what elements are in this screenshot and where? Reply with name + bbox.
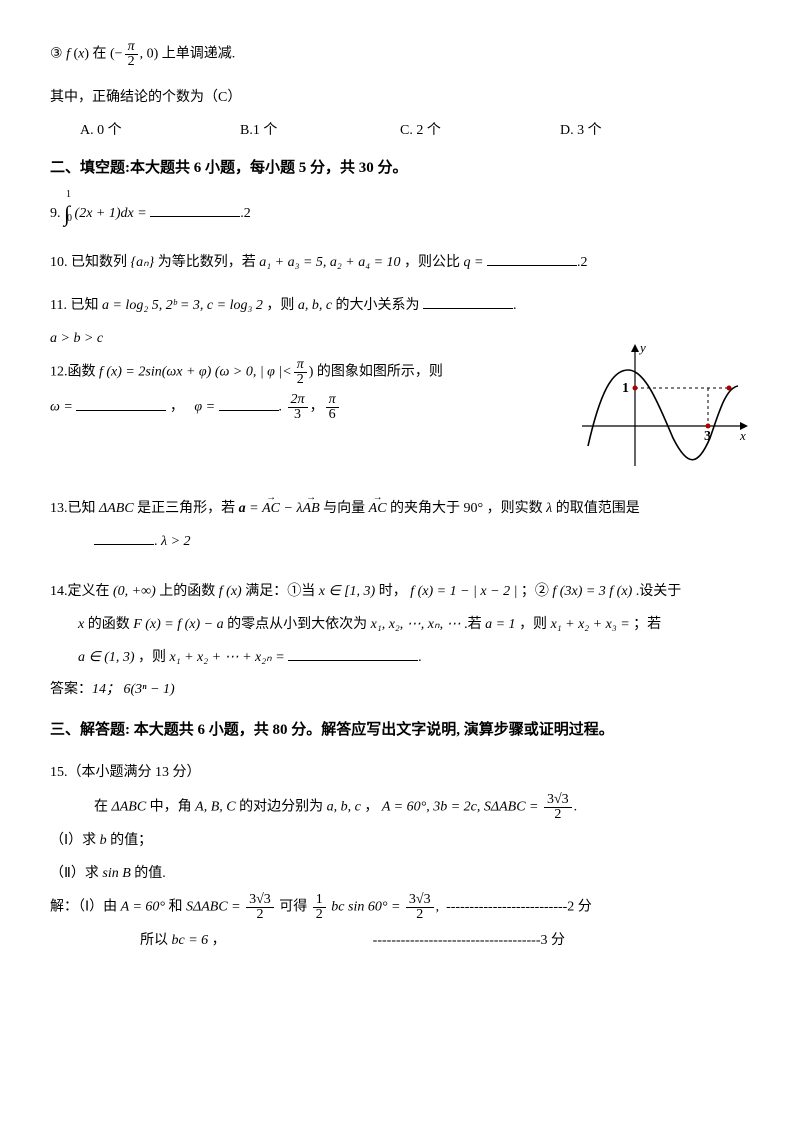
options-row: A. 0 个 B.1 个 C. 2 个 D. 3 个 [80,118,750,145]
interval-close: , 0) [140,47,159,62]
q14-l1: 14.定义在 (0, +∞) 上的函数 f (x) 满足：①当 x ∈ [1, … [50,579,750,606]
q14-l3: a ∈ (1, 3) ，则 x₁ + x₂ + ⋯ + x₂ₙ = . [50,645,750,672]
svg-text:y: y [638,340,646,355]
q12-blank1 [76,396,166,411]
svg-text:3: 3 [704,429,711,444]
svg-text:x: x [739,428,746,443]
interval-open: (− [110,47,123,62]
q14-l2: x 的函数 F (x) = f (x) − a 的零点从小到大依次为 x₁, x… [50,612,750,639]
q9-blank [150,201,240,216]
opt-d: D. 3 个 [560,118,720,145]
q13: 13.已知 ΔABC 是正三角形，若 a = AC − λAB 与向量 AC 的… [50,496,750,523]
section2-header: 二、填空题:本大题共 6 小题，每小题 5 分，共 30 分。 [50,154,750,183]
q15-label: 15.（本小题满分 13 分） [50,760,750,787]
q15-stem: 在 ΔABC 中，角 A, B, C 的对边分别为 a, b, c ， A = … [50,793,750,822]
opt-a: A. 0 个 [80,118,240,145]
q10-blank [487,251,577,266]
q12-row: 12.函数 f (x) = 2sin(ωx + φ) (ω > 0, | φ |… [50,358,750,468]
stmt3-mid: 在 [93,47,107,62]
q14-blank [288,645,418,660]
q10: 10. 已知数列 {aₙ} 为等比数列，若 a₁ + a₃ = 5, a₂ + … [50,250,750,277]
q15-p2: （Ⅱ）求 sin B 的值. [50,861,750,888]
stmt3-suffix: 上单调递减. [162,47,236,62]
q12-line1: 12.函数 f (x) = 2sin(ωx + φ) (ω > 0, | φ |… [50,358,570,387]
stmt3-prefix: ③ [50,47,63,62]
q12-chart: y x 1 3 [580,338,750,468]
q15-sol2: 所以 bc = 6 ， ----------------------------… [50,928,750,955]
q15-p1: （Ⅰ）求 b 的值； [50,828,750,855]
q9: 9. ∫01 (2x + 1)dx = .2 [50,193,750,235]
opt-c: C. 2 个 [400,118,560,145]
q11-blank [423,294,513,309]
q15-sol1: 解：（Ⅰ）由 A = 60° 和 SΔABC = 3√32 可得 12 bc s… [50,893,750,922]
q-conclusion: 其中，正确结论的个数为（C） [50,85,750,112]
opt-b: B.1 个 [240,118,400,145]
q11: 11. 已知 a = log₂ 5, 2ᵇ = 3, c = log₃ 2 ，则… [50,293,750,320]
q14-ans: 答案：14； 6(3ⁿ − 1) [50,677,750,704]
svg-text:1: 1 [622,381,629,396]
q13-ans: . λ > 2 [50,529,750,556]
q-stmt3: ③ f (x) 在 (−π2, 0) 上单调递减. [50,40,750,69]
q12-line2: ω = ， φ = . 2π3，π6 [50,393,570,422]
q12-blank2 [219,396,279,411]
section3-header: 三、解答题: 本大题共 6 小题，共 80 分。解答应写出文字说明, 演算步骤或… [50,716,750,745]
